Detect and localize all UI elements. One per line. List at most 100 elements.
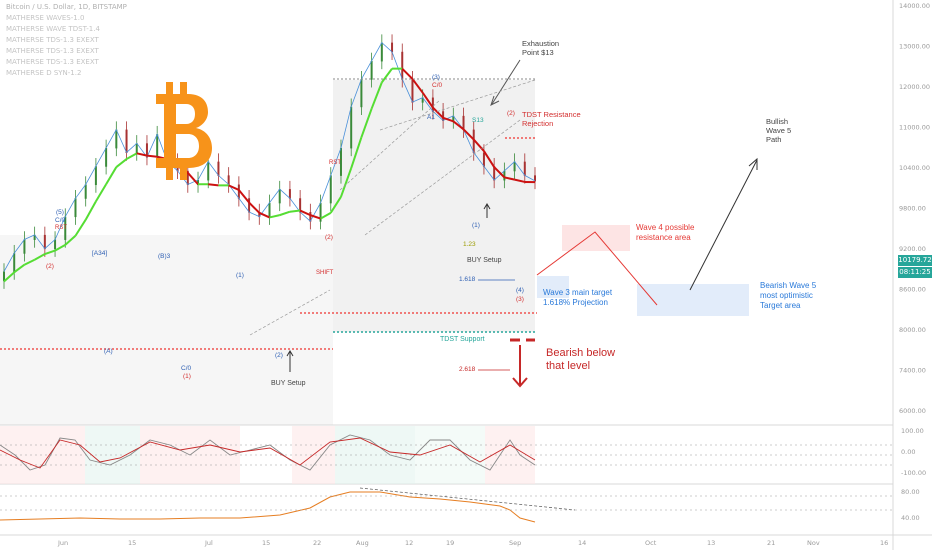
- wave-label: RST: [329, 160, 341, 166]
- osc-y-tick-label: -100.00: [901, 469, 926, 477]
- trend-ma-segment: [13, 263, 26, 274]
- wave-label: (A): [104, 348, 113, 355]
- y-tick-label: 9200.00: [899, 245, 926, 253]
- last-price-tag: 10179.72: [898, 255, 932, 266]
- trend-ma-segment: [360, 108, 373, 138]
- trend-ma-segment: [381, 68, 393, 83]
- exhaustion-annotation: Exhaustion Point $13: [522, 39, 560, 57]
- countdown-tag: 08:11:25: [898, 267, 932, 278]
- candles-layer: [3, 34, 536, 289]
- x-tick-label: Jul: [204, 539, 213, 547]
- trend-ma-segment: [269, 214, 280, 219]
- osc-y-tick-label: 80.00: [901, 488, 920, 496]
- wave-label: (5): [56, 209, 64, 216]
- wave-label: RST: [55, 225, 67, 231]
- trend-ma-segment: [350, 136, 363, 169]
- wave-label: (2): [325, 234, 333, 241]
- x-tick-label: 15: [262, 539, 270, 547]
- trend-ma-segment: [493, 166, 506, 179]
- wave-label: (1): [183, 373, 191, 380]
- wave-label: C/0: [55, 217, 66, 224]
- wave-label: C/0: [432, 82, 443, 89]
- wave-label: (2): [275, 352, 283, 359]
- trend-ma-segment: [187, 172, 199, 185]
- x-tick-label: 16: [880, 539, 888, 547]
- wave-label: (1): [472, 222, 480, 229]
- osc-y-tick-label: 100.00: [901, 427, 924, 435]
- trend-ma-segment: [452, 120, 465, 131]
- bitcoin-logo-icon: [152, 82, 212, 180]
- wave-label: (1): [236, 272, 244, 279]
- x-axis: Jun 15 Jul 15 22 Aug 12 19 Sep 14 Oct 13 21 Nov 16: [57, 539, 888, 547]
- indicator-line-5: MATHERSE TDS-1.3 EXEXT: [6, 58, 99, 66]
- wave4-projection: [536, 231, 658, 306]
- trend-ma-segment: [136, 152, 148, 157]
- trend-ma-segment: [504, 176, 515, 181]
- x-tick-label: Nov: [807, 539, 820, 547]
- trend-ma-segment: [442, 116, 454, 123]
- fib-2618-label: 2.618: [459, 366, 476, 373]
- y-tick-label: 11000.00: [899, 124, 930, 132]
- x-tick-label: Jun: [57, 539, 68, 547]
- wave3-target-zone: [537, 276, 569, 298]
- bullish-wave5-annotation: Bullish Wave 5 Path: [766, 117, 792, 144]
- osc-y-tick-label: 40.00: [901, 514, 920, 522]
- buy-setup-label-1: BUY Setup: [271, 380, 306, 387]
- wave-label: (3): [432, 74, 440, 81]
- y-tick-label: 8600.00: [899, 286, 926, 294]
- fib-123-label: 1.23: [463, 241, 476, 248]
- x-tick-label: 22: [313, 539, 321, 547]
- wave4-zone: [562, 225, 630, 251]
- x-tick-label: 15: [128, 539, 136, 547]
- trend-ma-segment: [514, 178, 526, 183]
- indicator-line-6: MATHERSE D SYN-1.2: [6, 69, 82, 77]
- wave-label: (B)3: [158, 253, 171, 260]
- wave-label: (3): [516, 296, 524, 303]
- trend-ma-segment: [248, 201, 260, 214]
- fib-1618-label: 1.618: [459, 276, 476, 283]
- trend-ma-segment: [289, 209, 301, 213]
- trend-ma-segment: [340, 167, 353, 198]
- trend-ma-segment: [208, 183, 219, 187]
- trend-ma-segment: [146, 154, 158, 158]
- trend-ma-segment: [432, 106, 444, 119]
- trend-ma-segment: [279, 210, 291, 217]
- wave-label: (2): [507, 110, 515, 117]
- trend-ma-segment: [95, 183, 107, 202]
- wave-label: S13: [472, 117, 484, 124]
- trend-ma-segment: [320, 211, 332, 220]
- trend-ma-segment: [462, 128, 475, 141]
- trend-ma-segment: [44, 249, 56, 255]
- trend-ma-segment: [3, 271, 15, 283]
- indicator-line-1: MATHERSE WAVES-1.0: [6, 14, 85, 22]
- x-tick-label: Sep: [509, 539, 521, 547]
- indicator-line-4: MATHERSE TDS-1.3 EXEXT: [6, 47, 99, 55]
- bearish-below-annotation: Bearish below that level: [546, 347, 616, 372]
- wave-label: (2): [46, 263, 54, 270]
- wave3-target-annotation: Wave 3 main target 1.618% Projection: [543, 288, 613, 307]
- trend-ma-segment: [329, 196, 342, 214]
- trend-ma-segment: [34, 253, 46, 261]
- wave-label: A1: [427, 114, 435, 121]
- x-tick-label: 14: [578, 539, 586, 547]
- trend-ma-segment: [238, 189, 250, 204]
- trend-ma-segment: [483, 150, 495, 168]
- exhaustion-arrow: [491, 59, 521, 105]
- y-tick-label: 9800.00: [899, 205, 926, 213]
- indicator-line-3: MATHERSE TDS-1.3 EXEXT: [6, 36, 99, 44]
- trend-ma-segment: [401, 67, 414, 80]
- x-tick-label: Oct: [645, 539, 657, 547]
- bullish-path: [689, 159, 758, 291]
- y-tick-label: 7400.00: [899, 367, 926, 375]
- trend-ma-segment: [370, 82, 383, 110]
- trend-ma-segment: [115, 158, 128, 168]
- trend-ma-segment: [23, 258, 36, 266]
- bearish-wave5-annotation: Bearish Wave 5 most optimistic Target ar…: [760, 281, 817, 310]
- osc-y-tick-label: 0.00: [901, 448, 915, 456]
- bearish-target-zone: [637, 284, 749, 316]
- trend-ma-segment: [126, 152, 138, 160]
- x-tick-label: 12: [405, 539, 413, 547]
- trend-ma-segment: [411, 78, 424, 94]
- wave-label: C/0: [181, 365, 192, 372]
